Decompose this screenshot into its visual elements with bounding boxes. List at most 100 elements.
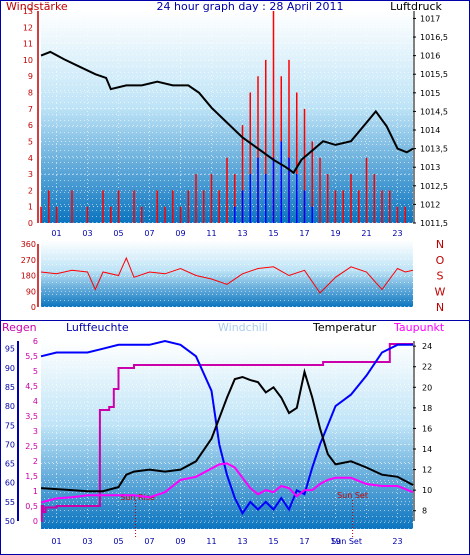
rain-tick-label: 3,5 xyxy=(25,412,38,421)
temperature-tick-label: 22 xyxy=(422,363,432,372)
wind-tick-label: 10 xyxy=(23,56,33,65)
dewpoint-line xyxy=(40,462,414,504)
time-tick-label: 13 xyxy=(237,537,247,546)
pressure-line xyxy=(40,50,414,175)
direction-tick-label: 0 xyxy=(31,303,36,312)
legend-luftfeuchte: Luftfeuchte xyxy=(66,321,129,334)
pressure-axis-title: Luftdruck xyxy=(390,0,442,13)
time-tick-label: 07 xyxy=(144,229,154,238)
pressure-tick-label: 1015,5 xyxy=(420,70,448,79)
humidity-tick-label: 90 xyxy=(5,364,15,373)
humidity-tick-label: 95 xyxy=(5,345,15,354)
legend-temperatur: Temperatur xyxy=(312,321,377,334)
humidity-tick-label: 70 xyxy=(5,440,15,449)
temperature-line xyxy=(40,367,414,493)
wind-tick-label: 8 xyxy=(28,89,33,98)
humidity-tick-label: 65 xyxy=(5,460,15,469)
time-tick-label: 17 xyxy=(299,537,309,546)
time-tick-label: 05 xyxy=(113,229,123,238)
legend-taupunkt: Taupunkt xyxy=(393,321,445,334)
wind-tick-label: 9 xyxy=(28,72,33,81)
rain-tick-label: 2,5 xyxy=(25,442,38,451)
direction-line xyxy=(40,256,414,294)
pressure-tick-label: 1015 xyxy=(420,89,440,98)
pressure-tick-label: 1013,5 xyxy=(420,145,448,154)
time-tick-label: 17 xyxy=(299,229,309,238)
wind-tick-label: 2 xyxy=(28,186,33,195)
rain-tick-label: 6 xyxy=(33,337,38,346)
rain-tick-label: 5 xyxy=(33,367,38,376)
humidity-tick-label: 50 xyxy=(5,517,15,526)
wind-tick-label: 11 xyxy=(23,40,33,49)
wind-tick-label: 3 xyxy=(28,170,33,179)
legend-windchill: Windchill xyxy=(218,321,268,334)
time-tick-label: 05 xyxy=(113,537,123,546)
humidity-tick-label: 85 xyxy=(5,383,15,392)
temperature-tick-label: 24 xyxy=(422,342,432,351)
compass-label: N xyxy=(436,301,444,314)
rain-tick-label: 1,5 xyxy=(25,472,38,481)
time-tick-label: 23 xyxy=(392,537,402,546)
humidity-tick-label: 60 xyxy=(5,479,15,488)
time-tick-label: 03 xyxy=(82,229,92,238)
direction-tick-label: 90 xyxy=(26,287,36,296)
compass-label: S xyxy=(437,270,444,283)
temperature-tick-label: 14 xyxy=(422,445,432,454)
sunrise-label: Sun Rise xyxy=(120,493,155,502)
series-lines xyxy=(40,11,414,522)
rain-tick-label: 4 xyxy=(33,397,38,406)
time-tick-label: 23 xyxy=(392,229,402,238)
time-tick-label: 01 xyxy=(51,537,61,546)
rain-tick-label: 1 xyxy=(33,487,38,496)
time-tick-label: 19 xyxy=(330,229,340,238)
time-tick-label: 21 xyxy=(361,229,371,238)
temperature-tick-label: 16 xyxy=(422,424,432,433)
wind-tick-label: 1 xyxy=(28,203,33,212)
rain-tick-label: 4,5 xyxy=(25,382,38,391)
compass-label: W xyxy=(435,285,446,298)
rain-line xyxy=(40,343,413,522)
time-tick-label: 03 xyxy=(82,537,92,546)
compass-label: N xyxy=(436,238,444,251)
pressure-tick-label: 1016 xyxy=(420,52,440,61)
time-tick-label: 15 xyxy=(268,537,278,546)
pressure-tick-label: 1016,5 xyxy=(420,33,448,42)
pressure-tick-label: 1014 xyxy=(420,126,440,135)
compass-label: O xyxy=(436,254,445,267)
humidity-tick-label: 75 xyxy=(5,421,15,430)
wind-tick-label: 13 xyxy=(23,7,33,16)
wind-tick-label: 4 xyxy=(28,154,33,163)
pressure-tick-label: 1012,5 xyxy=(420,182,448,191)
humidity-line xyxy=(40,339,413,516)
axis-ticks: 0123456789101112131011,510121012,5101310… xyxy=(5,7,448,546)
chart-title: 24 hour graph day : 28 April 2011 xyxy=(157,0,344,13)
temperature-tick-label: 8 xyxy=(422,507,427,516)
rain-tick-label: 5,5 xyxy=(25,352,38,361)
pressure-tick-label: 1017 xyxy=(420,14,440,23)
pressure-tick-label: 1013 xyxy=(420,163,440,172)
wind-tick-label: 7 xyxy=(28,105,33,114)
time-tick-label: Sun Set xyxy=(331,537,362,546)
wind-tick-label: 5 xyxy=(28,137,33,146)
wind-tick-label: 12 xyxy=(23,23,33,32)
time-tick-label: 15 xyxy=(268,229,278,238)
time-tick-label: 07 xyxy=(144,537,154,546)
pressure-tick-label: 1014,5 xyxy=(420,107,448,116)
wind-axis-title: Windstärke xyxy=(6,0,68,13)
time-tick-label: 09 xyxy=(175,229,185,238)
time-tick-label: 11 xyxy=(206,229,216,238)
pressure-tick-label: 1012 xyxy=(420,200,440,209)
time-tick-label: 01 xyxy=(51,229,61,238)
time-tick-label: 11 xyxy=(206,537,216,546)
humidity-tick-label: 55 xyxy=(5,498,15,507)
temperature-tick-label: 20 xyxy=(422,383,432,392)
rain-tick-label: 2 xyxy=(33,457,38,466)
temperature-tick-label: 10 xyxy=(422,486,432,495)
time-tick-label: 09 xyxy=(175,537,185,546)
time-tick-label: 19 xyxy=(330,537,340,546)
legend-regen: Regen xyxy=(2,321,37,334)
temperature-tick-label: 18 xyxy=(422,404,432,413)
rain-tick-label: 0 xyxy=(33,517,38,526)
rain-tick-label: 0,5 xyxy=(25,502,38,511)
